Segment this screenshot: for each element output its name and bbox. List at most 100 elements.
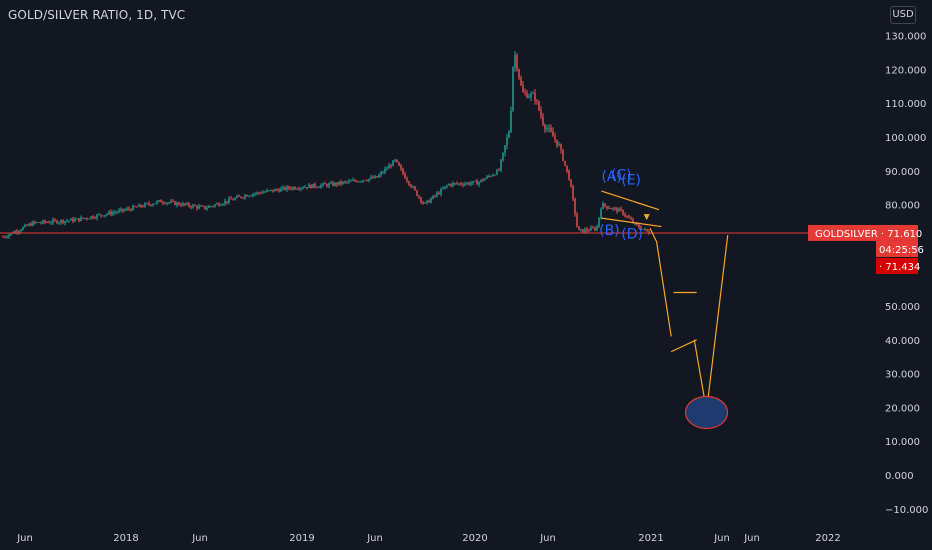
candle-body [202,205,204,207]
x-tick-label: Jun [539,533,556,544]
candle-body [414,186,416,191]
candle-body [188,203,190,207]
candle-body [238,196,240,197]
candle-body [330,182,332,184]
candle-body [140,204,142,207]
price-axis[interactable]: 130.000 120.000 110.000 100.000 90.000 80.000… [885,32,928,516]
candle-body [496,169,498,175]
candle-body [176,202,178,206]
candle-body [118,210,120,213]
candle-body [128,208,130,210]
candle-body [402,168,404,174]
candle-body [574,198,576,215]
candle-body [254,193,256,195]
candle-body [344,181,346,183]
candle-body [442,188,444,190]
projection-down-line [649,228,672,337]
candle-body [372,177,374,179]
candle-body [534,93,536,101]
candle-body [408,181,410,185]
candle-body [246,195,248,197]
candle-body [494,174,496,176]
candle-body [468,182,470,185]
candles-layer [2,51,650,239]
candle-body [132,206,134,211]
candle-body [10,232,12,235]
candle-body [422,201,424,204]
secondary-price-tag: · 71.434 [879,262,920,273]
candle-body [336,182,338,185]
y-tick-label: 20.000 [885,403,920,414]
candle-body [456,183,458,184]
candle-body [192,205,194,208]
candle-body [532,93,534,95]
candle-body [592,227,594,229]
candle-body [262,192,264,194]
candle-body [46,222,48,224]
candle-body [524,92,526,93]
candle-body [460,183,462,185]
x-tick-label: 2020 [462,533,487,544]
candle-body [234,198,236,200]
x-tick-label: 2021 [638,533,663,544]
x-tick-label: 2019 [289,533,314,544]
candle-body [166,202,168,204]
y-tick-label: 40.000 [885,336,920,347]
candle-body [104,214,106,217]
candle-body [180,204,182,206]
triangle-upper-line [601,190,660,211]
candle-body [596,226,598,231]
candle-body [242,197,244,199]
candle-body [334,182,336,186]
candle-body [74,219,76,222]
candle-body [606,206,608,209]
candle-body [358,181,360,183]
candle-body [564,160,566,166]
countdown-tag-bg [876,240,918,257]
candle-body [186,203,188,205]
candle-body [214,204,216,207]
chart-title: GOLD/SILVER RATIO, 1D, TVC [8,8,186,22]
candle-body [550,127,552,132]
candle-body [102,215,104,217]
candle-body [454,183,456,184]
candle-body [82,217,84,219]
candle-body [398,162,400,166]
candle-body [570,179,572,186]
candle-body [66,220,68,222]
candle-body [326,184,328,187]
currency-button[interactable]: USD [890,6,916,24]
candle-body [200,205,202,207]
candle-body [626,215,628,217]
candle-body [232,199,234,201]
candle-body [552,131,554,137]
candle-body [14,231,16,234]
candle-body [120,208,122,211]
candle-body [566,165,568,172]
candle-body [514,55,516,68]
candle-body [432,195,434,199]
wave-label: (C) [611,167,632,183]
candle-body [590,227,592,231]
candle-body [290,188,292,190]
candle-body [580,229,582,231]
countdown-tag: 04:25:56 [879,245,924,256]
y-tick-label: 10.000 [885,437,920,448]
direction-marker [643,214,650,221]
candle-body [62,220,64,223]
candle-body [632,219,634,224]
candle-body [286,186,288,190]
candle-body [248,195,250,197]
candle-body [480,179,482,182]
candle-body [360,181,362,183]
time-axis[interactable]: Jun 2018 Jun 2019 Jun 2020 Jun 2021 Jun Jun 2022 [16,533,841,544]
candle-body [582,229,584,233]
y-tick-label: 90.000 [885,167,920,178]
candle-body [258,192,260,194]
candle-body [518,69,520,78]
candle-body [430,198,432,203]
candle-body [324,183,326,185]
v-up-line [705,234,729,411]
candle-body [378,174,380,178]
